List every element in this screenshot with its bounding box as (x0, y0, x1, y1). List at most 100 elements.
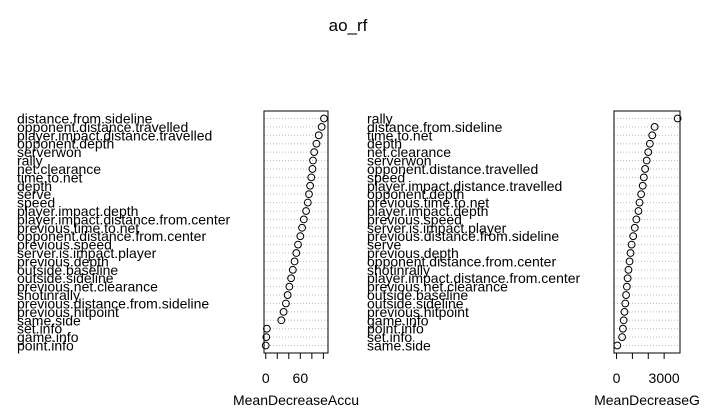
data-point (620, 307, 629, 316)
variable-label: opponent.distance.from.center (367, 253, 556, 269)
data-point (262, 324, 271, 333)
variable-label: outside.sideline (367, 295, 464, 311)
variable-label: player.impact.distance.travelled (367, 178, 562, 194)
variable-label: previous.depth (367, 245, 459, 261)
data-point (634, 207, 643, 215)
data-point (305, 190, 313, 199)
data-point (314, 131, 323, 140)
data-point (296, 232, 305, 241)
data-point (627, 240, 636, 249)
variable-label: previous.time.to.net (367, 195, 489, 211)
variable-label: opponent.depth (17, 136, 114, 152)
variable-label: time.to.net (17, 169, 82, 185)
dotchart-panel-2: rallydistance.from.sidelinetime.to.netde… (367, 110, 700, 408)
data-point (641, 165, 649, 173)
data-point (299, 215, 308, 224)
variable-label: opponent.distance.travelled (367, 161, 538, 177)
variable-label: outside.sideline (17, 270, 114, 286)
variable-label: player.impact.distance.from.center (367, 270, 581, 286)
data-point (630, 223, 639, 232)
variable-label: previous.depth (17, 253, 109, 269)
data-point (629, 232, 638, 241)
variable-label: previous.net.clearance (367, 279, 508, 295)
x-tick-label: 0 (262, 370, 270, 386)
data-point (279, 307, 288, 316)
variable-label: serverwon (17, 144, 82, 160)
data-point (292, 249, 301, 257)
data-point (673, 114, 682, 123)
data-point (317, 123, 326, 131)
variable-label: point.info (17, 338, 74, 354)
data-point (624, 265, 633, 274)
data-point (626, 249, 635, 257)
variable-label: player.impact.distance.travelled (17, 127, 212, 143)
x-tick-label: 60 (293, 370, 309, 386)
variable-label: serve (17, 186, 51, 202)
data-point (639, 173, 648, 182)
variable-label: rally (17, 153, 43, 169)
variable-label: opponent.depth (367, 186, 464, 202)
variable-label: previous.distance.from.sideline (17, 295, 209, 311)
variable-label: server.is.impact.player (367, 220, 507, 236)
x-tick-label: 3000 (649, 370, 680, 386)
variable-label: depth (17, 178, 52, 194)
variable-label: speed (367, 169, 405, 185)
data-point (638, 181, 647, 190)
variable-label: server.is.impact.player (17, 245, 157, 261)
data-point (298, 223, 306, 232)
variable-label: player.impact.depth (17, 203, 138, 219)
data-point (312, 139, 321, 148)
data-point (277, 316, 286, 325)
variable-label: outside.baseline (17, 262, 118, 278)
dotchart-panel-1: distance.from.sideline opponent.distance.… (17, 110, 359, 408)
data-point (290, 257, 299, 266)
variable-label: rally (367, 111, 393, 127)
variable-label: set.info (17, 321, 62, 337)
data-point (642, 156, 651, 165)
variable-label: shotinrally (367, 262, 430, 278)
data-point (635, 198, 644, 207)
data-point (621, 299, 630, 308)
variable-label: game.info (367, 312, 429, 328)
data-point (283, 291, 292, 299)
variable-label: set.info (367, 329, 412, 345)
variable-label: previous.net.clearance (17, 279, 158, 295)
variable-label: distance.from.sideline (17, 111, 153, 127)
data-point (303, 198, 312, 207)
data-point (637, 190, 646, 199)
data-point (309, 156, 317, 165)
plot-box (263, 110, 329, 354)
data-point (650, 123, 659, 131)
variable-label: serverwon (367, 153, 432, 169)
data-point (619, 316, 628, 325)
data-point (622, 291, 630, 299)
data-point (622, 282, 631, 291)
variable-label: net.clearance (367, 144, 451, 160)
data-point (261, 341, 270, 350)
x-tick-label: 0 (613, 370, 621, 386)
data-point (625, 257, 634, 266)
variable-label: net.clearance (17, 161, 101, 177)
data-point (282, 299, 290, 308)
variable-label: same.side (367, 338, 431, 354)
data-point (287, 274, 295, 283)
variable-label: serve (367, 237, 401, 253)
variable-label: opponent.distance.from.center (17, 228, 206, 244)
variable-label: previous.speed (17, 237, 112, 253)
data-point (288, 265, 297, 274)
variable-label: player.impact.distance.from.center (17, 211, 231, 227)
x-axis-label: MeanDecreaseAccu (233, 392, 359, 408)
data-point (306, 181, 315, 190)
variable-label: previous.hitpoint (17, 304, 119, 320)
data-point (648, 131, 657, 140)
data-point (307, 173, 316, 182)
data-point (618, 333, 626, 341)
data-point (302, 207, 310, 215)
chart-title: ao_rf (329, 16, 368, 35)
variable-label: outside.baseline (367, 287, 468, 303)
variable-label: shotinrally (17, 287, 80, 303)
variable-label: time.to.net (367, 127, 432, 143)
data-point (294, 240, 302, 249)
variable-label: speed (17, 195, 55, 211)
